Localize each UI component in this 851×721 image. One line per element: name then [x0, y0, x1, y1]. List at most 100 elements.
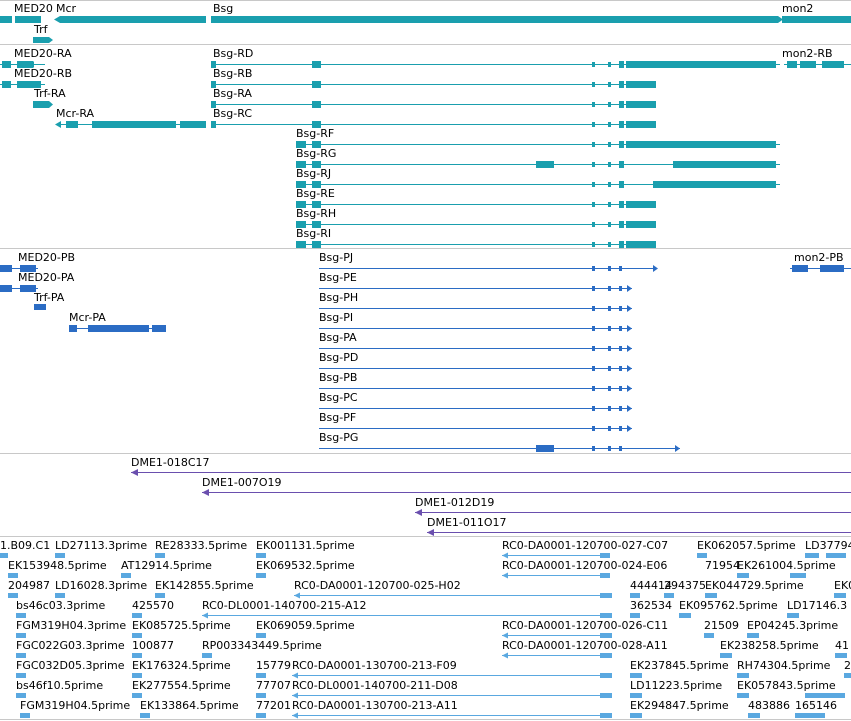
transcript-med20-rb[interactable]	[0, 81, 45, 88]
est-46-label[interactable]: 2	[844, 659, 851, 672]
protein-bsg-pg[interactable]	[319, 445, 680, 452]
tx-bsg-rb-label[interactable]: Bsg-RB	[213, 67, 252, 80]
transcript-trf-ra[interactable]	[33, 101, 53, 108]
pr-trf-pa-label[interactable]: Trf-PA	[33, 291, 65, 304]
est-26-label[interactable]: EK095762.5prime	[679, 599, 778, 612]
est-38-label[interactable]: EK238258.5prime	[720, 639, 819, 652]
tx-bsg-ra-label[interactable]: Bsg-RA	[213, 87, 252, 100]
gene-mcr-label[interactable]: Mcr	[56, 2, 77, 15]
est-49-label[interactable]: 77707	[256, 679, 291, 692]
protein-bsg-pb[interactable]	[319, 385, 632, 392]
est-35-label[interactable]: 100877	[132, 639, 174, 652]
est-row-2[interactable]	[8, 572, 806, 579]
est-37-label[interactable]: RC0-DA0001-120700-028-A11	[502, 639, 668, 652]
est-10-label[interactable]: EK069532.5prime	[256, 559, 355, 572]
est-43-label[interactable]: RC0-DA0001-130700-213-F09	[292, 659, 457, 672]
est-18-label[interactable]: 444414	[630, 579, 672, 592]
est-row-9[interactable]	[20, 712, 825, 719]
est-24-label[interactable]: RC0-DL0001-140700-215-A12	[202, 599, 367, 612]
pr-bsg-pf-label[interactable]: Bsg-PF	[319, 411, 356, 424]
protein-mcr-pa[interactable]	[69, 325, 166, 332]
clone-011o17-label[interactable]: DME1-011O17	[427, 516, 507, 529]
transcript-med20-ra[interactable]	[0, 61, 45, 68]
est-22-label[interactable]: bs46c03.3prime	[16, 599, 106, 612]
tx-bsg-rh-label[interactable]: Bsg-RH	[296, 207, 336, 220]
protein-bsg-pi[interactable]	[319, 325, 632, 332]
est-6-label[interactable]: EK062057.5prime	[697, 539, 796, 552]
est-1-label[interactable]: 1.B09.C1	[0, 539, 50, 552]
pr-bsg-pi-label[interactable]: Bsg-PI	[319, 311, 353, 324]
protein-bsg-pc[interactable]	[319, 405, 632, 412]
protein-med20-pa[interactable]	[0, 285, 38, 292]
transcript-bsg-rc[interactable]	[211, 121, 656, 128]
clone-011o17-feature[interactable]	[427, 529, 851, 536]
transcript-bsg-ri[interactable]	[296, 241, 656, 248]
pr-bsg-pb-label[interactable]: Bsg-PB	[319, 371, 357, 384]
est-4-label[interactable]: EK001131.5prime	[256, 539, 355, 552]
pr-bsg-pe-label[interactable]: Bsg-PE	[319, 271, 357, 284]
est-34-label[interactable]: FGC022G03.3prime	[16, 639, 125, 652]
tx-bsg-rg-label[interactable]: Bsg-RG	[296, 147, 336, 160]
tx-bsg-rd-label[interactable]: Bsg-RD	[213, 47, 253, 60]
est-45-label[interactable]: RH74304.5prime	[737, 659, 831, 672]
est-23-label[interactable]: 425570	[132, 599, 174, 612]
pr-bsg-pg-label[interactable]: Bsg-PG	[319, 431, 358, 444]
clone-012d19-feature[interactable]	[415, 509, 851, 516]
est-11-label[interactable]: RC0-DA0001-120700-024-E06	[502, 559, 667, 572]
gene-feature-trf[interactable]	[33, 37, 53, 43]
est-47-label[interactable]: bs46f10.5prime	[16, 679, 103, 692]
est-row-3[interactable]	[8, 592, 846, 599]
clone-018c17-feature[interactable]	[131, 469, 851, 476]
pr-mon2-pb-label[interactable]: mon2-PB	[794, 251, 844, 264]
gene-feature-bsg[interactable]	[211, 16, 783, 23]
est-19-label[interactable]: 294375	[664, 579, 706, 592]
protein-bsg-pa[interactable]	[319, 345, 632, 352]
gene-mon2-label[interactable]: mon2	[782, 2, 813, 15]
transcript-mcr-ra[interactable]	[55, 121, 206, 128]
clone-018c17-label[interactable]: DME1-018C17	[131, 456, 210, 469]
est-52-label[interactable]: EK057843.5prime	[737, 679, 836, 692]
est-44-label[interactable]: EK237845.5prime	[630, 659, 729, 672]
protein-bsg-pf[interactable]	[319, 425, 632, 432]
protein-med20-pb[interactable]	[0, 265, 38, 272]
pr-bsg-pc-label[interactable]: Bsg-PC	[319, 391, 358, 404]
protein-bsg-pe[interactable]	[319, 285, 632, 292]
transcript-bsg-ra[interactable]	[211, 101, 656, 108]
est-31-label[interactable]: RC0-DA0001-120700-026-C11	[502, 619, 668, 632]
clone-007o19-feature[interactable]	[202, 489, 851, 496]
est-41-label[interactable]: EK176324.5prime	[132, 659, 231, 672]
est-25-label[interactable]: 362534	[630, 599, 672, 612]
tx-med20-rb-label[interactable]: MED20-RB	[14, 67, 72, 80]
est-40-label[interactable]: FGC032D05.3prime	[16, 659, 125, 672]
gene-feature-mcr[interactable]	[54, 16, 206, 23]
protein-bsg-pj[interactable]	[319, 265, 658, 272]
protein-bsg-pd[interactable]	[319, 365, 632, 372]
gene-feature-med20[interactable]	[0, 16, 41, 23]
gene-feature-mon2[interactable]	[782, 16, 851, 23]
tx-mon2-rb-label[interactable]: mon2-RB	[782, 47, 833, 60]
est-30-label[interactable]: EK069059.5prime	[256, 619, 355, 632]
est-20-label[interactable]: EK044729.5prime	[705, 579, 804, 592]
pr-bsg-pa-label[interactable]: Bsg-PA	[319, 331, 357, 344]
est-54-label[interactable]: EK133864.5prime	[140, 699, 239, 712]
est-27-label[interactable]: LD17146.3	[787, 599, 847, 612]
est-13-label[interactable]: EK261004.5prime	[737, 559, 836, 572]
est-12-label[interactable]: 71954	[705, 559, 740, 572]
est-39-label[interactable]: 41	[835, 639, 849, 652]
est-17-label[interactable]: RC0-DA0001-120700-025-H02	[294, 579, 461, 592]
est-row-4[interactable]	[16, 612, 799, 619]
est-row-1[interactable]	[0, 552, 846, 559]
clone-012d19-label[interactable]: DME1-012D19	[415, 496, 494, 509]
est-9-label[interactable]: AT12914.5prime	[121, 559, 212, 572]
est-row-5[interactable]	[16, 632, 759, 639]
est-row-6[interactable]	[16, 652, 847, 659]
transcript-bsg-rf[interactable]	[296, 141, 780, 148]
est-48-label[interactable]: EK277554.5prime	[132, 679, 231, 692]
est-56-label[interactable]: RC0-DA0001-130700-213-A11	[292, 699, 458, 712]
tx-bsg-rc-label[interactable]: Bsg-RC	[213, 107, 252, 120]
est-29-label[interactable]: EK085725.5prime	[132, 619, 231, 632]
tx-bsg-re-label[interactable]: Bsg-RE	[296, 187, 335, 200]
tx-mcr-ra-label[interactable]: Mcr-RA	[56, 107, 95, 120]
est-2-label[interactable]: LD27113.3prime	[55, 539, 147, 552]
clone-007o19-label[interactable]: DME1-007O19	[202, 476, 282, 489]
